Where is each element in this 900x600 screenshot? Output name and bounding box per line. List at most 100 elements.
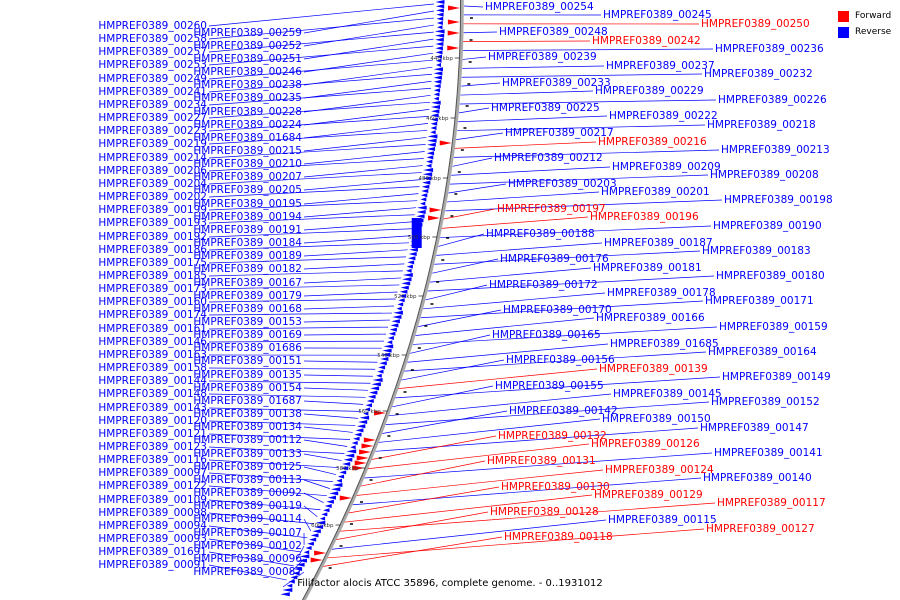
reverse-gene-arrow <box>330 487 341 492</box>
connector-line <box>458 107 490 114</box>
reverse-gene-arrow <box>433 71 443 76</box>
gene-label-right: HMPREF0389_00172 <box>489 279 598 291</box>
reverse-gene-arrow <box>354 432 362 437</box>
gene-label-left: HMPREF0389_00253 <box>98 59 207 71</box>
gene-label-left: HMPREF0389_00195 <box>193 198 302 210</box>
gene-label-right: HMPREF0389_00130 <box>501 481 610 493</box>
reverse-gene-arrow <box>292 571 300 576</box>
connector-line <box>303 263 405 270</box>
connector-line <box>303 305 394 310</box>
gene-label-right: HMPREF0389_00166 <box>596 312 705 324</box>
connector-line <box>208 485 327 497</box>
gene-label-left: HMPREF0389_00087 <box>193 566 302 578</box>
connector-line <box>208 312 392 316</box>
gene-label-left: HMPREF0389_00241 <box>98 86 207 98</box>
reverse-gene-arrow <box>397 302 404 307</box>
gene-label-right: HMPREF0389_00245 <box>603 9 712 21</box>
reverse-gene-arrow <box>355 428 364 433</box>
gene-label-left: HMPREF0389_00193 <box>98 217 207 229</box>
connector-line <box>208 130 428 145</box>
connector-line <box>303 165 423 178</box>
reverse-gene-arrow <box>297 558 307 563</box>
gene-label-left: HMPREF0389_00143 <box>98 402 207 414</box>
reverse-swatch <box>838 26 849 38</box>
gene-label-right: HMPREF0389_00115 <box>608 514 717 526</box>
connector-line <box>394 368 598 390</box>
legend-item-reverse: Reverse <box>838 24 891 40</box>
connector-line <box>323 528 705 559</box>
gene-label-left: HMPREF0389_00199 <box>98 204 207 216</box>
gene-label-right: HMPREF0389_00213 <box>721 144 830 156</box>
connector-line <box>303 360 378 363</box>
forward-gene-arrow <box>356 455 369 461</box>
connector-line <box>208 172 422 185</box>
reverse-gene-arrow <box>430 121 438 126</box>
connector-line <box>208 446 345 454</box>
reverse-gene-arrow <box>406 264 413 269</box>
connector-line <box>392 385 494 408</box>
gene-label-right: HMPREF0389_01685 <box>610 338 719 350</box>
gene-label-right: HMPREF0389_00139 <box>599 363 708 375</box>
reverse-gene-arrow <box>353 436 360 441</box>
gene-label-right: HMPREF0389_00165 <box>492 329 601 341</box>
connector-line <box>461 73 703 78</box>
connector-line <box>208 73 433 93</box>
gene-label-left: HMPREF0389_00192 <box>98 231 207 243</box>
gene-label-right: HMPREF0389_00180 <box>716 270 825 282</box>
reverse-gene-arrow <box>309 537 317 542</box>
gene-label-right: HMPREF0389_00187 <box>604 237 713 249</box>
connector-line <box>420 300 704 319</box>
gene-label-left: HMPREF0389_00112 <box>193 434 302 446</box>
connector-line <box>208 228 412 238</box>
connector-line <box>458 115 608 123</box>
connector-line <box>395 376 721 399</box>
gene-label-left: HMPREF0389_00122 <box>98 480 207 492</box>
connector-line <box>208 367 376 370</box>
connector-line <box>208 45 434 66</box>
connector-line <box>303 193 419 205</box>
reverse-gene-arrow <box>421 189 429 193</box>
reverse-gene-arrow <box>401 281 411 286</box>
connector-line <box>303 249 408 257</box>
gene-label-left: HMPREF0389_00228 <box>193 106 302 118</box>
connector-line <box>446 191 600 203</box>
connector-line <box>208 214 415 224</box>
gene-label-left: HMPREF0389_00207 <box>193 171 302 183</box>
scale-tick-label: 600 kbp <box>311 523 334 529</box>
gene-label-right: HMPREF0389_00152 <box>711 396 820 408</box>
connector-line <box>427 275 715 292</box>
forward-gene-arrow <box>439 140 452 146</box>
connector-line <box>303 109 430 126</box>
gene-label-right: HMPREF0389_00209 <box>612 161 721 173</box>
forward-gene-arrow <box>374 410 387 416</box>
gene-label-right: HMPREF0389_00156 <box>506 354 615 366</box>
connector-line <box>303 38 434 60</box>
gene-label-left: HMPREF0389_00258 <box>98 33 207 45</box>
reverse-gene-arrow <box>398 298 405 303</box>
reverse-gene-arrow <box>326 499 334 504</box>
connector-line <box>208 472 333 482</box>
connector-line <box>407 343 609 363</box>
reverse-gene-arrow <box>378 365 386 370</box>
forward-gene-arrow <box>447 5 460 11</box>
gene-label-right: HMPREF0389_00233 <box>502 77 611 89</box>
forward-gene-arrow <box>428 215 441 221</box>
reverse-gene-arrow <box>423 168 434 172</box>
gene-label-left: HMPREF0389_00163 <box>98 349 207 361</box>
reverse-gene-arrow <box>408 252 417 256</box>
connector-line <box>303 413 359 419</box>
scale-tick-label: 480 kbp <box>418 176 441 182</box>
reverse-gene-arrow <box>436 8 444 13</box>
reverse-gene-arrow <box>435 46 443 51</box>
gene-label-left: HMPREF0389_00202 <box>98 191 207 203</box>
reverse-gene-arrow <box>380 357 389 361</box>
reverse-gene-arrow <box>305 546 312 550</box>
connector-line <box>336 502 716 532</box>
connector-line <box>434 250 701 265</box>
gene-label-left: HMPREF0389_00158 <box>98 362 207 374</box>
connector-line <box>303 426 353 433</box>
gene-label-left: HMPREF0389_00185 <box>98 270 207 282</box>
reverse-gene-arrow <box>377 369 384 374</box>
connector-line <box>303 151 425 165</box>
reverse-gene-arrow <box>436 12 444 17</box>
